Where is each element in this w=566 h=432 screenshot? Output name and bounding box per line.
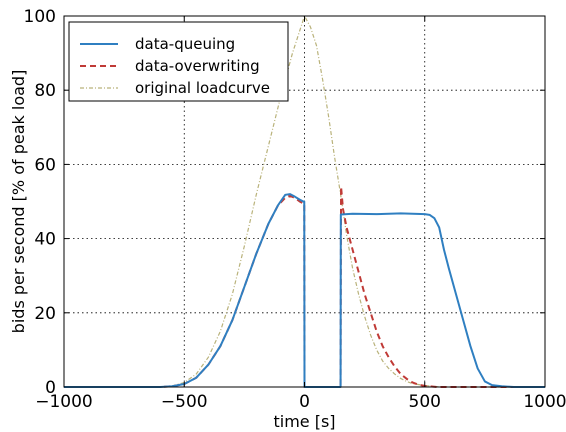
y-tick-label: 80 (34, 81, 56, 101)
tick-labels: −1000 −500 0 500 1000 0 20 40 60 80 100 (24, 7, 566, 412)
y-tick-label: 60 (34, 155, 56, 175)
legend-label-data-overwriting: data-overwriting (135, 57, 260, 75)
legend-label-original-loadcurve: original loadcurve (135, 79, 270, 97)
series-data-queuing (64, 193, 545, 388)
series-original-loadcurve (64, 15, 545, 388)
x-axis-label: time [s] (273, 412, 335, 431)
y-axis-label: bids per second [% of peak load] (9, 70, 28, 334)
y-tick-label: 0 (45, 378, 56, 398)
legend-label-data-queuing: data-queuing (135, 35, 235, 53)
legend-box (68, 21, 289, 102)
axis-ticks (63, 15, 546, 388)
y-tick-label: 20 (34, 304, 56, 324)
y-tick-label: 100 (24, 7, 56, 27)
x-tick-label: −500 (161, 392, 208, 412)
x-tick-label: −1000 (35, 392, 93, 412)
y-tick-label: 40 (34, 230, 56, 250)
legend: data-queuing data-overwriting original l… (68, 21, 289, 102)
x-tick-label: 0 (299, 392, 310, 412)
x-tick-label: 1000 (523, 392, 566, 412)
series-data-overwriting (64, 185, 545, 388)
x-tick-label: 500 (409, 392, 441, 412)
